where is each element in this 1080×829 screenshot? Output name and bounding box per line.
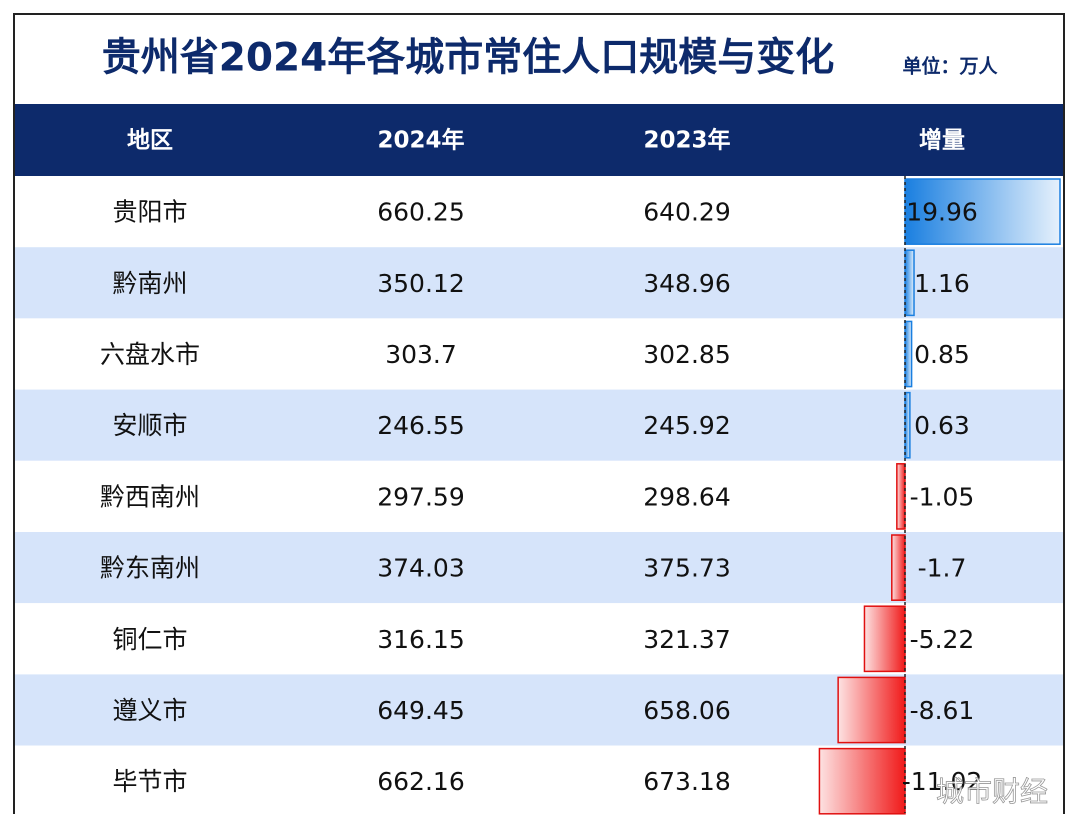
value-cell: 298.64 bbox=[643, 482, 730, 511]
value-cell: 1.16 bbox=[914, 269, 970, 298]
row-bg bbox=[15, 318, 1063, 390]
value-cell: 246.55 bbox=[377, 411, 464, 440]
row-bg bbox=[15, 247, 1063, 319]
value-cell: 350.12 bbox=[377, 269, 464, 298]
region-cell: 铜仁市 bbox=[112, 625, 187, 654]
value-cell: 316.15 bbox=[377, 625, 464, 654]
value-cell: 245.92 bbox=[643, 411, 730, 440]
row-bg bbox=[15, 176, 1063, 248]
header-cell: 地区 bbox=[127, 128, 173, 154]
row-bg bbox=[15, 532, 1063, 604]
value-cell: 348.96 bbox=[643, 269, 730, 298]
value-cell: 303.7 bbox=[385, 340, 457, 369]
value-cell: 640.29 bbox=[643, 198, 730, 227]
value-cell: -1.05 bbox=[910, 482, 975, 511]
value-cell: 302.85 bbox=[643, 340, 730, 369]
region-cell: 贵阳市 bbox=[112, 198, 187, 227]
data-bar bbox=[863, 605, 906, 673]
value-cell: 660.25 bbox=[377, 198, 464, 227]
data-bar bbox=[904, 391, 911, 459]
row-bg bbox=[15, 389, 1063, 461]
value-cell: 297.59 bbox=[377, 482, 464, 511]
value-cell: 658.06 bbox=[643, 696, 730, 725]
region-cell: 遵义市 bbox=[112, 696, 187, 725]
watermark: 城市财经 bbox=[936, 775, 1048, 808]
header-cell: 2023年 bbox=[643, 127, 730, 154]
region-cell: 黔南州 bbox=[112, 269, 187, 298]
value-cell: 649.45 bbox=[377, 696, 464, 725]
header-cell: 增量 bbox=[919, 127, 965, 154]
region-cell: 黔西南州 bbox=[100, 482, 200, 511]
header-bg bbox=[15, 104, 1063, 176]
value-cell: 374.03 bbox=[377, 554, 464, 583]
data-bar bbox=[896, 463, 906, 530]
value-cell: 375.73 bbox=[643, 554, 730, 583]
header-cell: 2024年 bbox=[377, 127, 464, 154]
value-cell: 0.63 bbox=[914, 411, 970, 440]
data-bar bbox=[904, 249, 915, 317]
title: 贵州省2024年各城市常住人口规模与变化 bbox=[102, 36, 835, 81]
row-bg bbox=[15, 460, 1063, 532]
value-cell: 0.85 bbox=[914, 340, 970, 369]
data-bar bbox=[904, 178, 1061, 245]
data-bar bbox=[837, 676, 906, 744]
region-cell: 黔东南州 bbox=[100, 554, 200, 583]
value-cell: 19.96 bbox=[906, 198, 978, 227]
data-bar bbox=[904, 320, 913, 388]
value-cell: -11.02 bbox=[902, 767, 983, 796]
region-cell: 毕节市 bbox=[112, 767, 187, 796]
value-cell: -5.22 bbox=[910, 625, 975, 654]
value-cell: 662.16 bbox=[377, 767, 464, 796]
value-cell: -1.7 bbox=[918, 554, 967, 583]
region-cell: 安顺市 bbox=[112, 411, 187, 440]
data-bar bbox=[891, 534, 906, 601]
value-cell: -8.61 bbox=[910, 696, 975, 725]
value-cell: 321.37 bbox=[643, 625, 730, 654]
value-cell: 673.18 bbox=[643, 767, 730, 796]
region-cell: 六盘水市 bbox=[100, 340, 200, 369]
unit: 单位：万人 bbox=[902, 55, 998, 78]
data-bar bbox=[818, 747, 906, 815]
